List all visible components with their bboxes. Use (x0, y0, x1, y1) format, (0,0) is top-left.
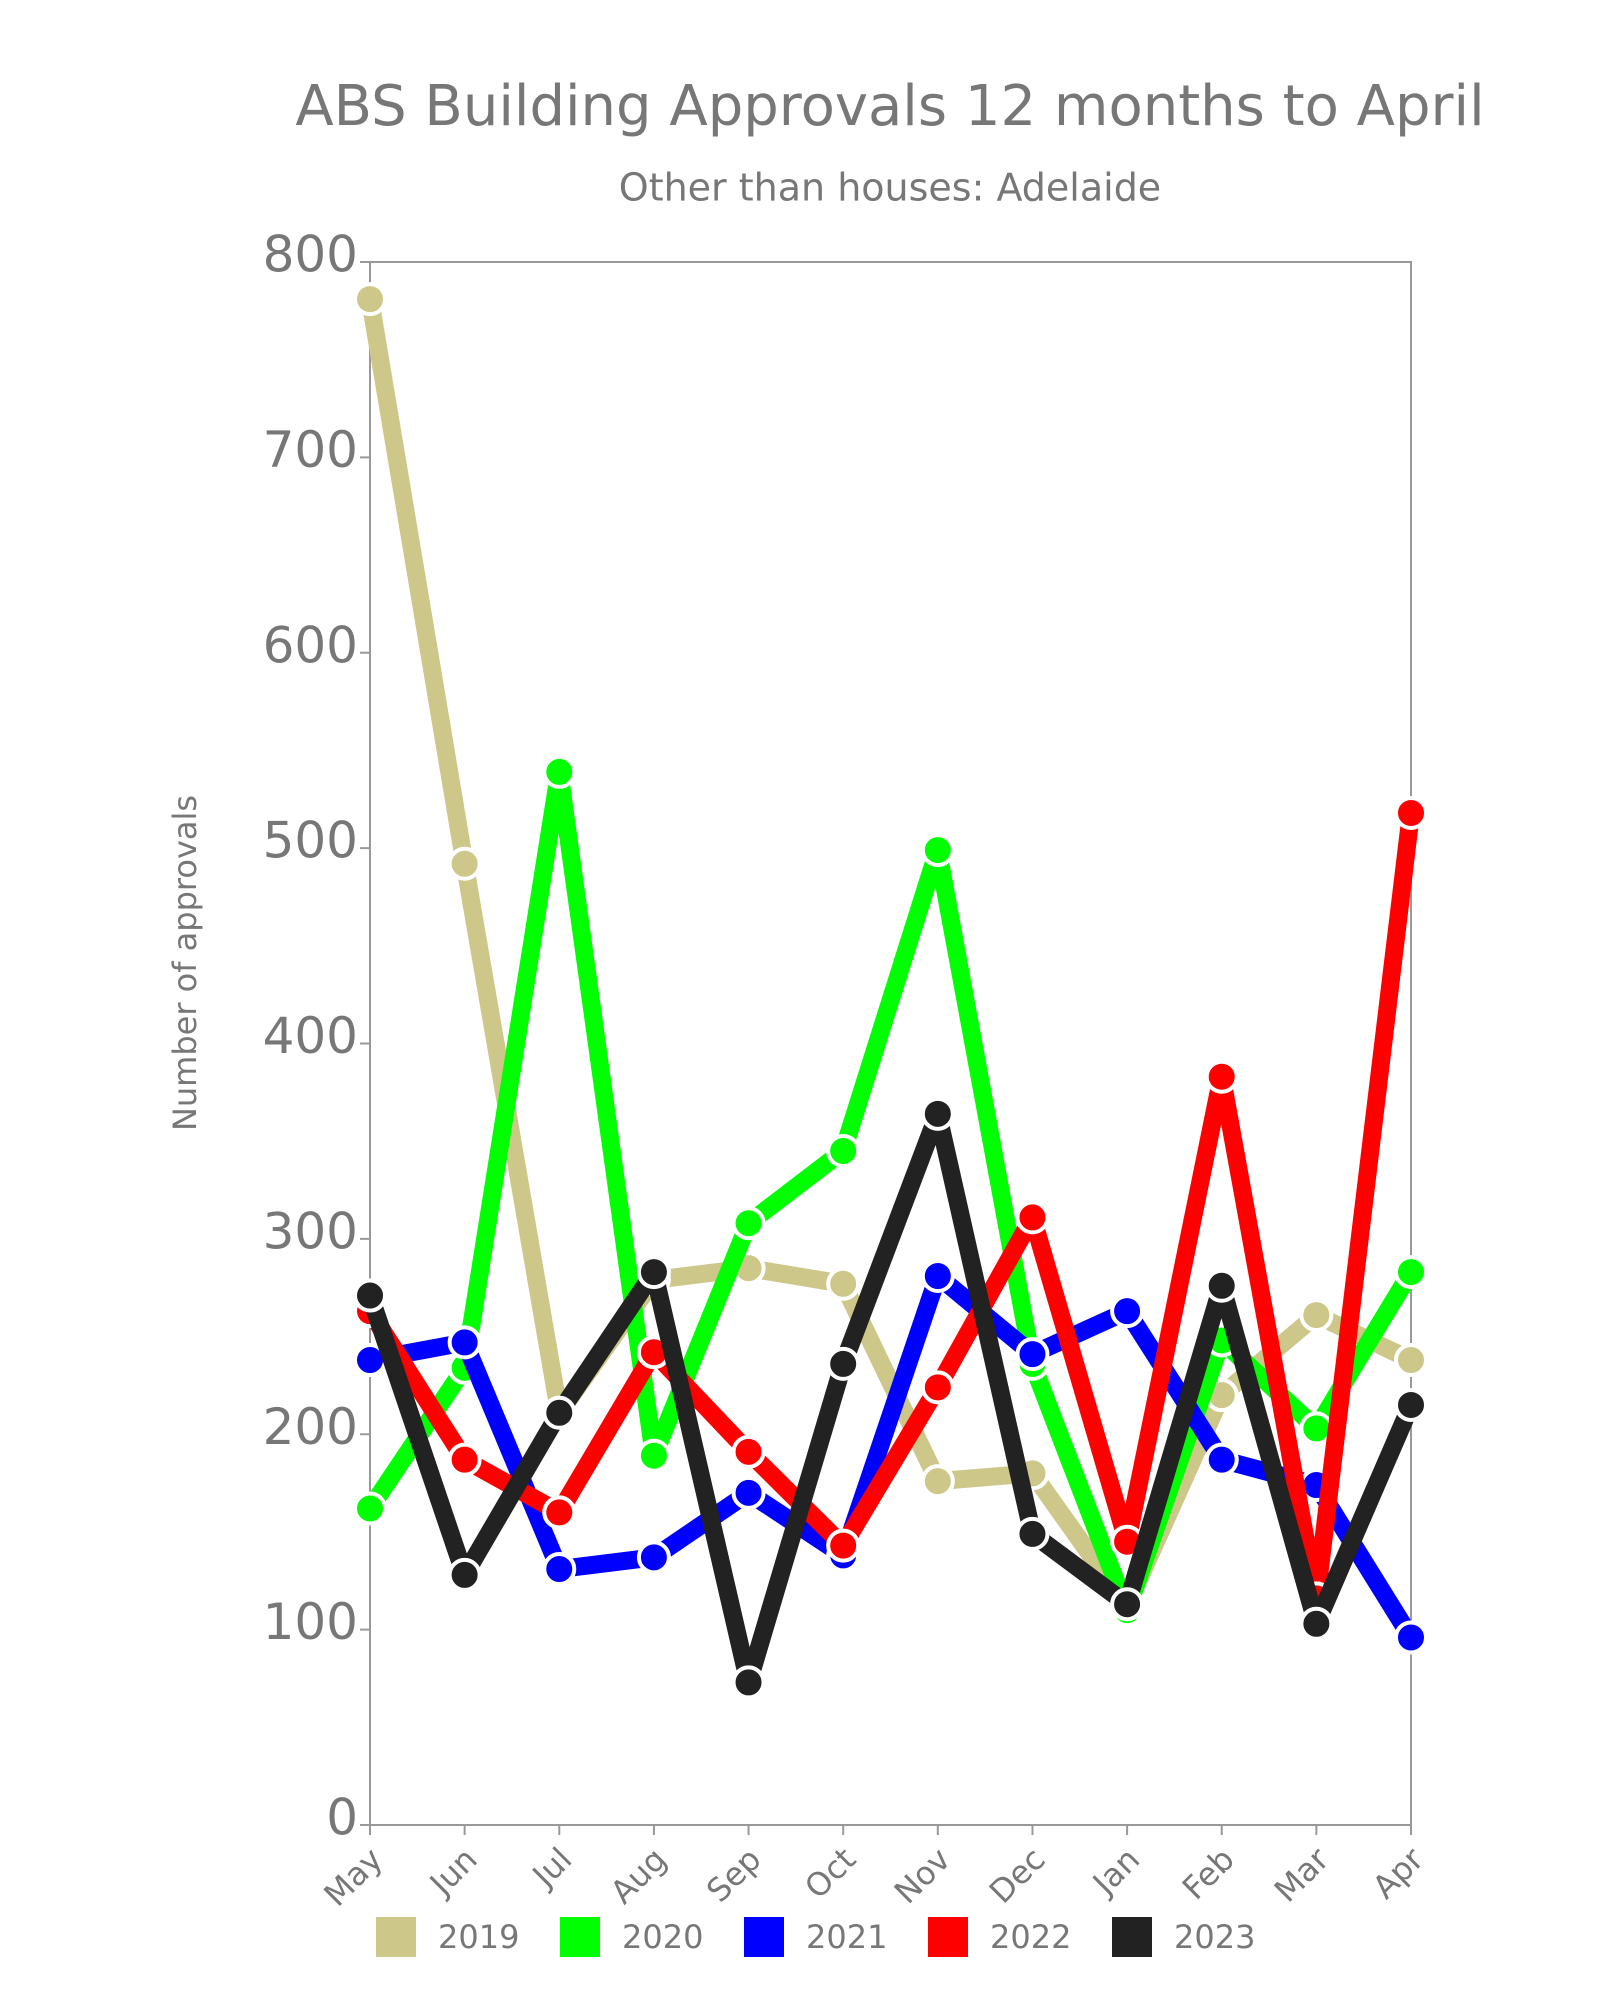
y-tick-label: 200 (263, 1398, 358, 1456)
chart-title: ABS Building Approvals 12 months to Apri… (295, 74, 1484, 139)
point (1204, 1442, 1239, 1477)
point (1110, 1587, 1145, 1622)
point (826, 1266, 861, 1301)
x-tick-label: Feb (1175, 1840, 1242, 1907)
x-tick-label: Jan (1084, 1840, 1147, 1903)
legend-label: 2022 (990, 1918, 1071, 1956)
point (920, 1258, 955, 1293)
x-tick-label: Jul (524, 1840, 580, 1896)
point (542, 1552, 577, 1587)
point (826, 1133, 861, 1168)
point (826, 1346, 861, 1381)
x-tick-label: Dec (982, 1840, 1053, 1911)
point (731, 1206, 766, 1241)
x-tick-label: May (316, 1840, 390, 1914)
y-tick-label: 0 (326, 1789, 358, 1847)
series-line (362, 811, 1420, 1608)
point (1110, 1294, 1145, 1329)
legend-label: 2020 (622, 1918, 703, 1956)
point (353, 1278, 387, 1313)
legend-label: 2019 (438, 1918, 519, 1956)
x-tick-label: Sep (699, 1840, 769, 1910)
point (920, 833, 955, 868)
y-tick-label: 400 (263, 1007, 358, 1065)
point (1394, 795, 1428, 830)
point (731, 1475, 766, 1510)
point (1394, 1387, 1428, 1422)
point (353, 282, 387, 317)
legend-label: 2021 (806, 1918, 887, 1956)
point (1204, 1059, 1239, 1094)
point (447, 1557, 482, 1592)
point (636, 1438, 671, 1473)
legend-swatch (1112, 1917, 1152, 1957)
point (542, 754, 577, 789)
legend-swatch (376, 1917, 416, 1957)
point (1299, 1298, 1334, 1333)
point (920, 1370, 955, 1405)
point (1299, 1606, 1334, 1641)
point (920, 1464, 955, 1499)
point (447, 1442, 482, 1477)
legend-label: 2023 (1174, 1918, 1255, 1956)
point (353, 1491, 387, 1526)
x-tick-label: Oct (797, 1840, 863, 1906)
point (1015, 1200, 1050, 1235)
point (826, 1528, 861, 1563)
point (542, 1395, 577, 1430)
y-tick-label: 800 (263, 226, 358, 284)
y-tick-label: 600 (263, 616, 358, 674)
x-tick-label: Apr (1365, 1840, 1432, 1907)
point (542, 1495, 577, 1530)
point (731, 1665, 766, 1700)
x-tick-label: Mar (1267, 1840, 1337, 1910)
point (1394, 1343, 1428, 1378)
point (1394, 1255, 1428, 1290)
series-line (361, 297, 1415, 1616)
legend-swatch (744, 1917, 784, 1957)
point (1394, 1620, 1428, 1655)
point (447, 1325, 482, 1360)
point (1015, 1516, 1050, 1551)
x-tick-label: Jun (421, 1840, 485, 1904)
point (1204, 1268, 1239, 1303)
y-tick-label: 300 (263, 1202, 358, 1260)
chart-subtitle: Other than houses: Adelaide (619, 166, 1161, 210)
plot-frame (369, 261, 1412, 1826)
y-tick-label: 500 (263, 812, 358, 870)
point (636, 1540, 671, 1575)
point (447, 846, 482, 881)
y-axis-label: Number of approvals (166, 795, 204, 1131)
x-tick-label: Aug (603, 1840, 674, 1911)
y-tick-label: 100 (263, 1593, 358, 1651)
legend-swatch (560, 1917, 600, 1957)
point (636, 1255, 671, 1290)
point (1015, 1337, 1050, 1372)
legend-swatch (928, 1917, 968, 1957)
series-line (361, 1104, 1420, 1692)
point (731, 1434, 766, 1469)
point (920, 1096, 955, 1131)
x-tick-label: Nov (887, 1840, 958, 1911)
y-tick-label: 700 (263, 421, 358, 479)
